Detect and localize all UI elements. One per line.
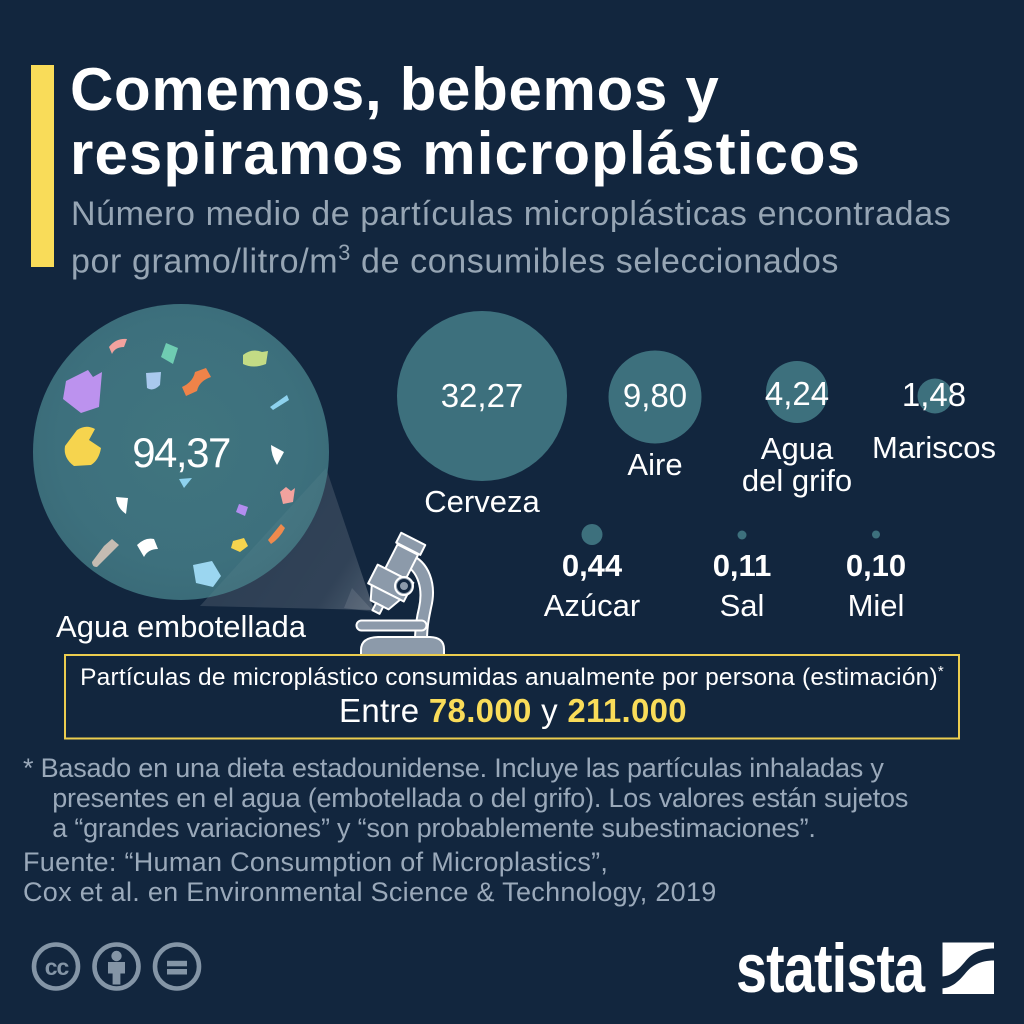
svg-text:cc: cc xyxy=(45,954,70,980)
